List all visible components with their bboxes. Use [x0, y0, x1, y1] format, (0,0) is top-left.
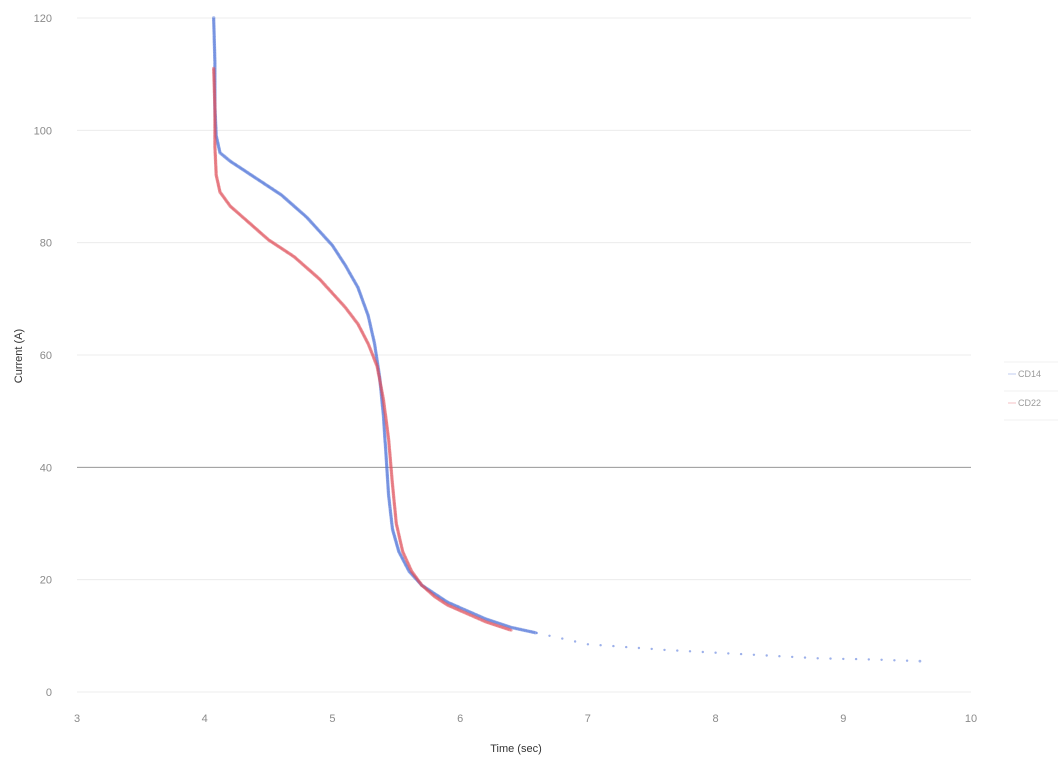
y-tick-label: 20: [40, 575, 52, 587]
data-point: [778, 655, 781, 658]
x-tick-label: 3: [74, 713, 80, 725]
data-point: [650, 647, 653, 651]
y-tick-label: 0: [46, 687, 52, 699]
y-axis-title: Current (A): [13, 329, 25, 383]
data-point: [918, 659, 922, 663]
data-point: [548, 634, 551, 637]
x-tick-label: 6: [457, 713, 463, 725]
data-point: [586, 643, 590, 646]
data-point: [867, 658, 870, 661]
y-tick-label: 40: [40, 462, 52, 474]
data-point: [535, 631, 538, 635]
data-point: [816, 657, 819, 660]
x-tick-label: 5: [329, 713, 335, 725]
y-tick-label: 80: [40, 238, 52, 250]
data-point: [573, 640, 577, 643]
data-point: [561, 637, 564, 640]
data-point: [727, 652, 730, 655]
x-tick-label: 8: [713, 713, 719, 725]
x-tick-label: 9: [840, 713, 846, 725]
x-tick-label: 7: [585, 713, 591, 725]
data-point: [612, 644, 615, 648]
series-layer: [212, 16, 922, 663]
data-point: [803, 656, 807, 659]
data-point: [676, 649, 679, 652]
data-point: [880, 658, 883, 661]
series-cd14: [212, 16, 922, 663]
series-cd22: [212, 66, 513, 632]
legend-label: CD22: [1018, 398, 1041, 408]
y-tick-label: 100: [34, 125, 52, 137]
data-point: [714, 651, 717, 654]
x-tick-label: 10: [965, 713, 977, 725]
y-tick-label: 60: [40, 350, 52, 362]
data-point: [829, 657, 832, 660]
tick-labels: 0 20 40 60 80 100 120 3 4 5 6 7 8 9 10: [34, 13, 977, 725]
x-axis-title: Time (sec): [490, 743, 542, 755]
data-point: [637, 646, 641, 650]
x-tick-label: 4: [202, 713, 208, 725]
data-point: [599, 644, 602, 647]
data-point: [842, 657, 845, 661]
gridlines: [77, 17, 971, 693]
data-point: [509, 628, 513, 632]
data-point: [625, 645, 628, 649]
data-point: [854, 657, 858, 661]
data-point: [663, 648, 666, 652]
data-point: [765, 654, 768, 657]
data-point: [701, 650, 704, 654]
data-point: [688, 650, 692, 653]
data-point: [752, 653, 756, 656]
data-point: [739, 652, 743, 656]
data-point: [905, 659, 909, 662]
data-point: [791, 655, 794, 659]
y-tick-label: 120: [34, 13, 52, 25]
legend-label: CD14: [1018, 369, 1041, 379]
legend: CD14 CD22: [1004, 361, 1058, 421]
data-point: [893, 659, 896, 662]
